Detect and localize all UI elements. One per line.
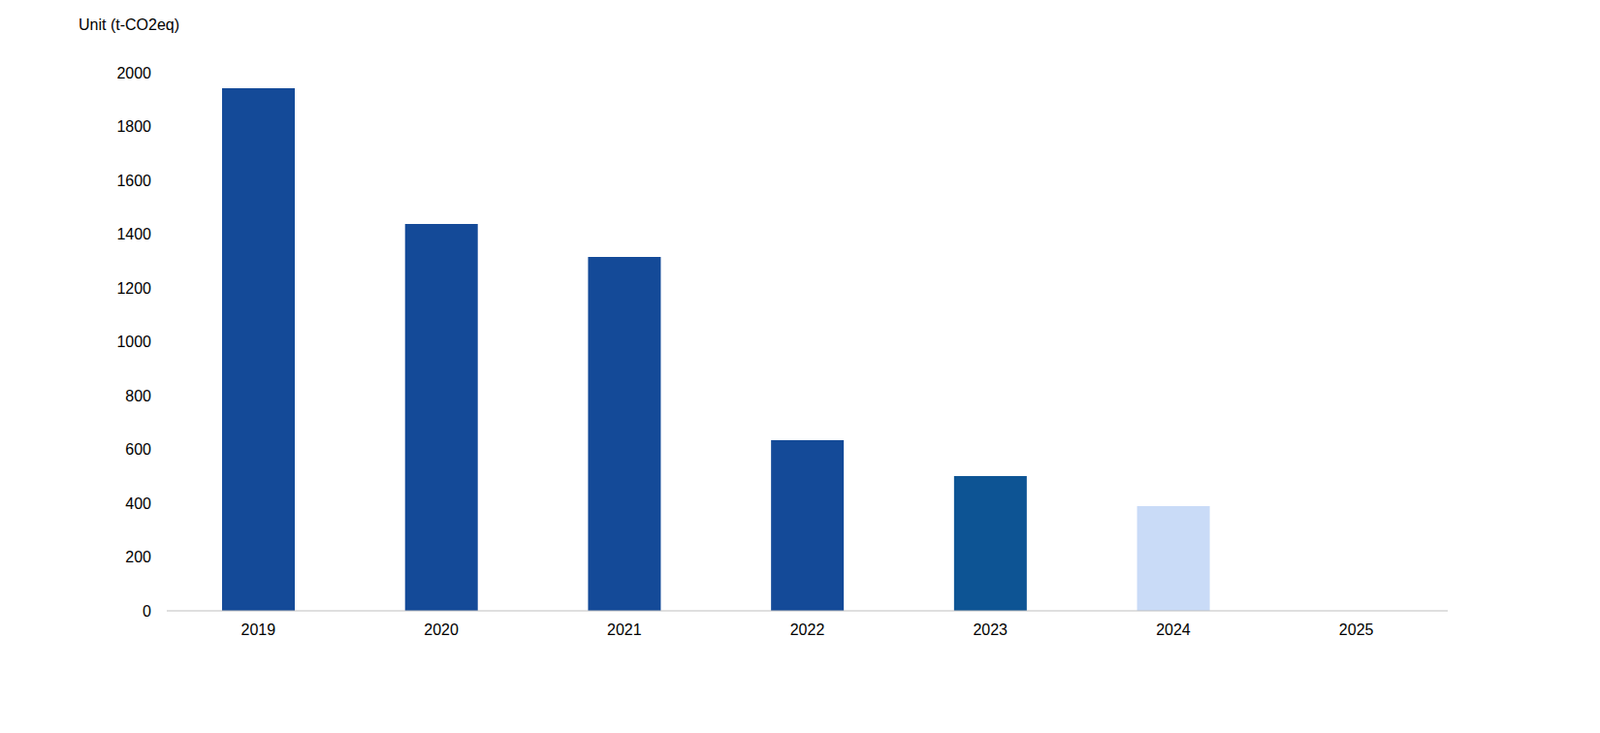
svg-text:800: 800 xyxy=(125,387,152,405)
svg-text:1200: 1200 xyxy=(116,280,152,297)
svg-text:600: 600 xyxy=(125,441,152,458)
svg-text:2023: 2023 xyxy=(972,621,1008,639)
svg-text:1600: 1600 xyxy=(116,172,152,190)
svg-text:200: 200 xyxy=(125,548,152,566)
svg-text:0: 0 xyxy=(142,603,152,620)
svg-text:2000: 2000 xyxy=(116,64,152,82)
svg-text:2020: 2020 xyxy=(423,621,459,639)
svg-text:1400: 1400 xyxy=(116,225,152,243)
svg-text:2021: 2021 xyxy=(607,621,642,639)
svg-text:2025: 2025 xyxy=(1339,621,1375,639)
html-text:Unit (t-CO2eq): Unit (t-CO2eq) xyxy=(78,16,180,33)
svg-text:1000: 1000 xyxy=(116,333,152,351)
svg-text:2024: 2024 xyxy=(1155,621,1191,639)
svg-text:2019: 2019 xyxy=(241,621,277,639)
svg-text:2022: 2022 xyxy=(790,621,826,639)
svg-text:400: 400 xyxy=(125,495,152,512)
svg-text:1800: 1800 xyxy=(116,118,152,135)
